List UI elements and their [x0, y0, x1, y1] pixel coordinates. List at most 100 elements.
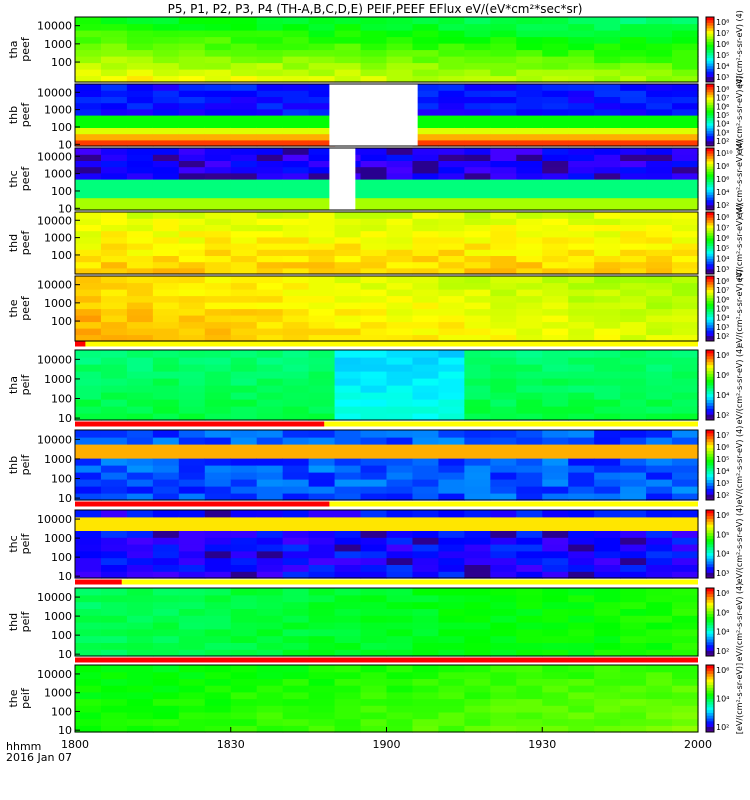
heatmap-cell	[646, 179, 673, 186]
heatmap-cell	[386, 516, 414, 525]
heatmap-cell	[646, 308, 673, 316]
x-tick-label: 2000	[684, 738, 712, 751]
heatmap-cell	[646, 678, 673, 686]
heatmap-cell	[542, 160, 569, 168]
heatmap-cell	[100, 282, 128, 290]
heatmap-cell	[204, 678, 232, 686]
heatmap-cell	[438, 17, 465, 25]
heatmap-cell	[568, 84, 595, 91]
heatmap-cell	[594, 571, 621, 579]
heatmap-cell	[542, 191, 569, 199]
heatmap-cell	[152, 197, 180, 205]
heatmap-cell	[412, 413, 440, 421]
colorbar-step	[706, 393, 714, 398]
heatmap-cell	[594, 185, 621, 192]
heatmap-cell	[568, 276, 595, 284]
heatmap-cell	[126, 334, 154, 342]
heatmap-cell	[204, 594, 232, 603]
heatmap-cell	[412, 350, 440, 358]
heatmap-cell	[490, 315, 517, 323]
heatmap-cell	[334, 413, 362, 421]
heatmap-cell	[490, 635, 517, 643]
y-tick-label: 10	[58, 412, 72, 425]
heatmap-cell	[256, 289, 284, 297]
heatmap-cell	[620, 371, 647, 379]
heatmap-cell	[282, 350, 310, 358]
heatmap-cell	[204, 544, 232, 552]
heatmap-cell	[178, 725, 206, 733]
heatmap-cell	[594, 588, 621, 596]
heatmap-cell	[646, 289, 673, 297]
heatmap-cell	[594, 230, 621, 238]
data-gap	[329, 84, 418, 146]
heatmap-cell	[568, 166, 595, 174]
heatmap-cell	[412, 665, 440, 673]
heatmap-cell	[334, 458, 362, 466]
heatmap-cell	[152, 399, 180, 407]
heatmap-cell	[75, 36, 102, 44]
heatmap-cell	[438, 212, 465, 219]
heatmap-cell	[646, 321, 673, 329]
heatmap-cell	[334, 75, 362, 83]
colorbar-tick-label: 10²	[716, 411, 729, 420]
heatmap-cell	[672, 465, 699, 473]
heatmap-cell	[334, 62, 362, 70]
heatmap-cell	[672, 334, 699, 342]
heatmap-cell	[100, 328, 128, 336]
heatmap-cell	[360, 718, 388, 726]
heatmap-cell	[438, 49, 465, 57]
heatmap-cell	[360, 172, 388, 180]
heatmap-cell	[256, 725, 284, 733]
heatmap-cell	[334, 557, 362, 565]
heatmap-cell	[360, 289, 388, 297]
heatmap-cell	[646, 550, 673, 559]
heatmap-cell	[126, 148, 154, 155]
panel-label-top: thc	[7, 535, 20, 552]
heatmap-cell	[516, 133, 543, 141]
heatmap-cell	[360, 185, 388, 192]
heatmap-cell	[334, 23, 362, 31]
heatmap-cell	[386, 718, 414, 726]
heatmap-cell	[438, 444, 465, 452]
heatmap-cell	[568, 302, 595, 310]
heatmap-cell	[178, 203, 206, 211]
heatmap-cell	[412, 357, 440, 365]
heatmap-cell	[100, 133, 128, 141]
heatmap-cell	[490, 179, 517, 186]
heatmap-cell	[646, 628, 673, 637]
heatmap-cell	[672, 364, 699, 372]
colorbar-step	[706, 194, 714, 198]
heatmap-cell	[308, 154, 336, 161]
heatmap-cell	[542, 371, 569, 379]
colorbar-step	[706, 286, 714, 291]
heatmap-cell	[178, 185, 206, 192]
heatmap-cell	[490, 371, 517, 379]
heatmap-cell	[152, 530, 180, 538]
heatmap-cell	[178, 148, 206, 155]
heatmap-cell	[75, 537, 102, 545]
heatmap-cell	[438, 321, 465, 329]
heatmap-cell	[256, 705, 284, 713]
colorbar-step	[706, 71, 714, 75]
heatmap-cell	[308, 635, 336, 643]
heatmap-cell	[152, 108, 180, 116]
heatmap-cell	[464, 642, 491, 650]
heatmap-cell	[204, 43, 232, 51]
heatmap-cell	[620, 530, 647, 538]
colorbar-frame	[705, 664, 715, 733]
colorbar-step	[706, 96, 714, 100]
heatmap-cell	[360, 166, 388, 174]
heatmap-cell	[75, 160, 102, 168]
heatmap-cell	[672, 458, 699, 466]
colorbar-step	[706, 622, 714, 626]
heatmap-cell	[594, 550, 621, 559]
flag-bar-red	[75, 579, 122, 585]
heatmap-cell	[152, 30, 180, 38]
colorbar-step	[706, 462, 714, 466]
heatmap-cell	[568, 628, 595, 637]
heatmap-cell	[568, 523, 595, 531]
heatmap-cell	[412, 685, 440, 693]
heatmap-cell	[464, 458, 491, 466]
colorbar-step	[706, 546, 714, 551]
heatmap-cell	[594, 371, 621, 379]
